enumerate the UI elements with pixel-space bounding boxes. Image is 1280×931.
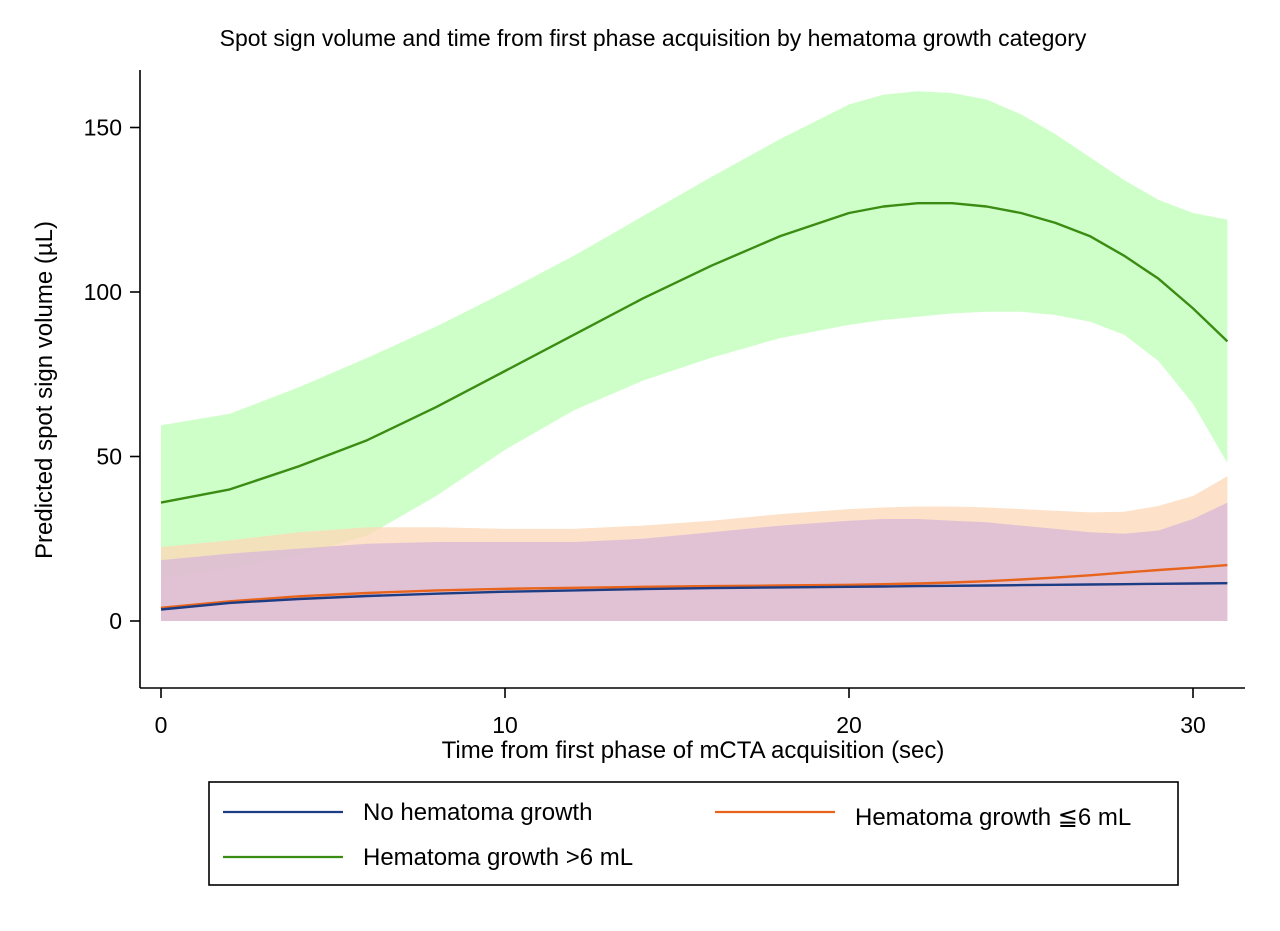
series-line-hematoma-growth-6-ml [160,563,1228,609]
legend-box [208,781,1179,886]
series-lines [160,201,1229,611]
ci-band-hematoma-growth-6-ml [161,91,1228,579]
x-tick-label: 30 [1180,712,1206,738]
legend-label: No hematoma growth [363,799,592,826]
y-tick-label: 0 [109,608,122,634]
y-tick-label: 150 [84,115,122,141]
legend-entry-growth-gt6: Hematoma growth >6 mL [223,844,633,871]
y-axis-label: Predicted spot sign volume (µL) [31,221,58,559]
series-line-hematoma-growth-6-ml [160,201,1229,504]
chart-title: Spot sign volume and time from first pha… [220,25,1087,51]
y-tick-label: 100 [84,279,122,305]
x-tick-label: 20 [836,712,862,738]
x-tick-label: 10 [492,712,518,738]
legend-label: Hematoma growth >6 mL [363,844,633,871]
confidence-bands [161,91,1228,621]
x-axis-ticks: 0 10 20 30 [155,688,1206,738]
x-axis-label: Time from first phase of mCTA acquisitio… [442,737,945,764]
legend: No hematoma growth Hematoma growth ≦6 mL… [208,781,1179,886]
y-axis-ticks: 0 50 100 150 [84,115,140,634]
y-tick-label: 50 [96,444,122,470]
legend-entry-no-growth: No hematoma growth [223,799,592,826]
legend-label: Hematoma growth ≦6 mL [855,804,1131,831]
series-line-no-hematoma-growth [160,582,1228,611]
x-tick-label: 0 [155,712,168,738]
legend-entry-growth-le6: Hematoma growth ≦6 mL [715,804,1131,831]
